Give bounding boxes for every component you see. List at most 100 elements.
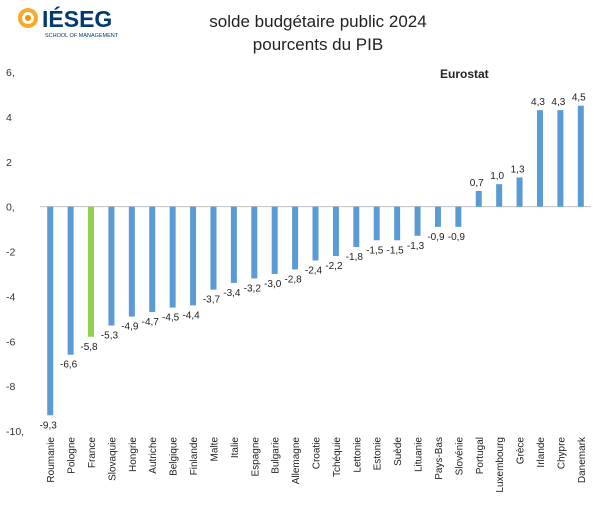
data-label: -4,5 [162, 313, 180, 324]
bar-tchéquie [332, 206, 339, 256]
data-label: 4,5 [572, 93, 586, 104]
data-label: -2,4 [305, 265, 323, 276]
y-tick-label: -4 [6, 291, 15, 303]
data-label: -5,8 [80, 342, 98, 353]
x-tick-label: Slovénie [454, 437, 465, 476]
bar-italie [230, 206, 237, 283]
chart-title: solde budgétaire public 2024 [209, 12, 426, 31]
x-tick-label: Lituanie [414, 437, 425, 472]
bar-danemark [577, 105, 584, 207]
x-tick-label: Grèce [516, 437, 527, 465]
logo-tagline: SCHOOL OF MANAGEMENT [45, 33, 119, 39]
bar-belgique [169, 206, 176, 308]
bar-croatie [312, 206, 319, 261]
data-label: -4,4 [182, 310, 200, 321]
bar-lituanie [414, 206, 421, 236]
x-tick-label: Espagne [250, 437, 261, 477]
chart-subtitle: pourcents du PIB [253, 35, 383, 54]
data-label: -1,5 [387, 245, 405, 256]
bar-allemagne [292, 206, 299, 270]
y-axis: 6, 4 2 0, -2 -4 -6 -8 -10, [6, 67, 24, 438]
bars [47, 105, 584, 416]
data-label: -3,4 [223, 288, 241, 299]
y-tick-label: -6 [6, 336, 15, 348]
bar-lettonie [353, 206, 360, 248]
data-label: 1,3 [511, 164, 525, 175]
bar-luxembourg [496, 184, 503, 207]
y-tick-label: 4 [6, 112, 12, 124]
x-tick-label: Luxembourg [495, 437, 506, 493]
logo: IÉSEG SCHOOL OF MANAGEMENT [18, 5, 119, 39]
bar-grèce [516, 177, 523, 207]
bar-slovénie [455, 206, 462, 227]
bar-autriche [149, 206, 156, 313]
x-tick-label: Lettonie [352, 437, 363, 473]
x-tick-label: Finlande [189, 437, 200, 476]
x-tick-label: Italie [230, 437, 241, 459]
data-label: 4,3 [531, 97, 545, 108]
data-label: -2,8 [284, 274, 302, 285]
data-labels: -9,3 -6,6-5,8-5,3-4,9 -4,7 -4,5 -4,4-3,7-3,4… [40, 93, 587, 432]
y-tick-label: 6, [6, 67, 15, 79]
data-label: -0,9 [427, 232, 445, 243]
bar-hongrie [128, 206, 135, 317]
x-tick-label: Allemagne [291, 437, 302, 485]
data-label: -1,5 [366, 245, 384, 256]
bar-espagne [251, 206, 258, 279]
y-tick-label: 0, [6, 202, 15, 214]
bar-malte [210, 206, 217, 290]
bar-roumanie [47, 206, 54, 416]
bar-irlande [536, 110, 543, 207]
data-label: 4,3 [551, 97, 565, 108]
data-label: -5,3 [101, 331, 119, 342]
data-label: -1,3 [407, 241, 425, 252]
bar-pologne [67, 206, 74, 355]
data-label: -0,9 [448, 232, 466, 243]
bar-bulgarie [271, 206, 278, 274]
data-label: -4,7 [142, 317, 160, 328]
bar-pays-bas [434, 206, 441, 227]
bar-france [88, 206, 95, 337]
source-label: Eurostat [440, 67, 489, 81]
x-tick-label: Belgique [169, 437, 180, 476]
x-tick-label: Portugal [475, 437, 486, 474]
bar-suède [394, 206, 401, 241]
bar-slovaquie [108, 206, 115, 326]
x-tick-label: Hongrie [128, 437, 139, 472]
y-tick-label: 2 [6, 157, 12, 169]
x-tick-label: Estonie [373, 437, 384, 471]
bar-estonie [373, 206, 380, 241]
x-tick-label: Malte [209, 437, 220, 462]
x-tick-label: Autriche [148, 437, 159, 474]
data-label: 0,7 [470, 178, 484, 189]
x-tick-label: Suède [393, 437, 404, 466]
x-tick-label: Slovaquie [107, 437, 118, 481]
x-tick-label: Chypre [556, 437, 567, 470]
data-label: -9,3 [40, 420, 58, 431]
x-tick-label: Tchéquie [332, 437, 343, 477]
x-tick-label: France [87, 437, 98, 469]
data-label: -2,2 [325, 261, 343, 272]
x-tick-label: Croatie [312, 437, 323, 470]
bar-finlande [190, 206, 197, 306]
data-label: -4,9 [121, 322, 139, 333]
y-tick-label: -2 [6, 247, 15, 259]
data-label: -3,0 [264, 279, 282, 290]
y-tick-label: -10, [6, 426, 24, 438]
bar-portugal [475, 190, 482, 207]
x-tick-label: Irlande [536, 437, 547, 468]
x-tick-label: Pays-Bas [434, 437, 445, 480]
data-label: 1,0 [490, 171, 504, 182]
data-label: -3,2 [244, 283, 262, 294]
y-tick-label: -8 [6, 381, 15, 393]
x-tick-label: Pologne [67, 437, 78, 474]
data-label: -1,8 [346, 252, 364, 263]
logo-name: IÉSEG [42, 5, 112, 32]
data-label: -6,6 [60, 360, 78, 371]
x-tick-label: Roumanie [46, 437, 57, 483]
x-tick-label: Bulgarie [271, 437, 282, 474]
bar-chypre [557, 110, 564, 207]
x-tick-label: Danemark [577, 436, 588, 483]
